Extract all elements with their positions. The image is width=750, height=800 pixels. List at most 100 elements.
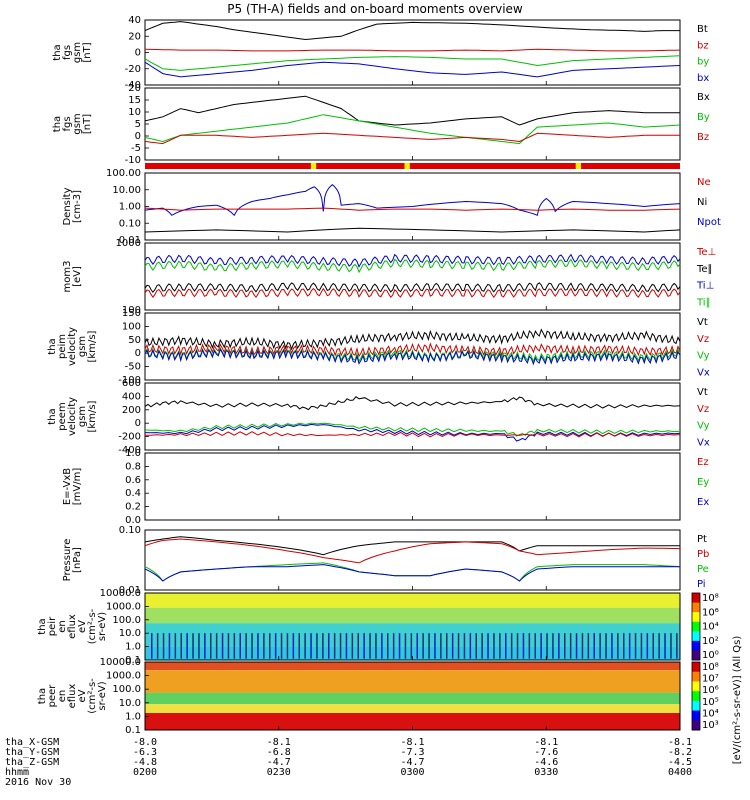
series-line <box>144 564 680 582</box>
legend-entry: Ey <box>697 477 709 488</box>
y-tick-label: 0.01 <box>119 235 141 246</box>
series-line <box>144 282 681 294</box>
series-line <box>144 396 681 411</box>
colorbar-segment <box>692 631 700 642</box>
spectrogram-streak <box>552 633 554 659</box>
legend-entry: Ez <box>697 457 709 468</box>
spectrogram-streak <box>333 633 336 659</box>
series-line <box>144 184 681 217</box>
colorbar-segment <box>692 621 700 632</box>
spectrogram-streak <box>640 633 643 659</box>
spectrogram-streak <box>522 633 525 659</box>
footer-row-value: -8.1 <box>668 737 692 748</box>
spectrogram-streak <box>670 633 672 659</box>
colorbar-tick-label: 10⁴ <box>702 622 719 633</box>
y-axis-label: en <box>57 690 68 703</box>
series-line <box>144 207 681 211</box>
series-line <box>144 258 681 274</box>
y-tick-label: 100 <box>122 321 141 332</box>
spectrogram-streak <box>398 633 401 659</box>
spectrogram-streak <box>263 633 265 659</box>
y-tick-label: -200 <box>118 432 141 443</box>
legend-entry: By <box>697 112 710 123</box>
y-tick-label: -5 <box>131 143 141 154</box>
colorbar-tick-label: 10⁸ <box>702 662 719 673</box>
y-axis-label: tha <box>52 116 63 132</box>
y-tick-label: 100.00 <box>106 168 141 179</box>
spectrogram-streak <box>446 633 448 659</box>
y-axis-label: en <box>57 620 68 633</box>
spectrogram-streak <box>251 633 253 659</box>
page-title: P5 (TH-A) fields and on-board moments ov… <box>227 2 523 16</box>
y-axis-label: gsm <box>72 113 83 134</box>
spectrogram-band <box>145 704 680 713</box>
spectrogram-streak <box>286 633 289 659</box>
spectrogram-streak <box>422 633 424 659</box>
footer-row-value: -6.8 <box>267 747 291 758</box>
spectrogram-streak <box>328 633 330 659</box>
footer-row-value: -8.2 <box>668 747 692 758</box>
series-line <box>144 423 681 442</box>
legend-entry: Vy <box>697 421 710 432</box>
footer-row-label: hhmm <box>5 767 29 778</box>
y-tick-label: 0.1 <box>125 655 141 666</box>
y-axis-label: Density <box>62 187 73 225</box>
colorbar-segment <box>692 593 700 604</box>
spectrogram-streak <box>310 633 312 659</box>
legend-entry: Vx <box>697 367 710 378</box>
mode-bar-yellow <box>404 163 410 169</box>
y-tick-label: 100 <box>122 305 141 316</box>
spectrogram-streak <box>345 633 348 659</box>
colorbar-segment <box>692 671 700 682</box>
colorbar-segment <box>692 602 700 613</box>
spectrogram-streak <box>587 633 590 659</box>
y-tick-label: 400 <box>122 391 141 402</box>
colorbar-segment <box>692 612 700 623</box>
y-tick-label: -400 <box>118 445 141 456</box>
y-axis-label: peem <box>57 402 68 430</box>
y-axis-label: [cm-3] <box>72 190 83 223</box>
series-line <box>144 55 681 71</box>
y-axis-label: sr-eV) <box>97 681 108 710</box>
spectrogram-streak <box>322 633 324 659</box>
colorbar-segment <box>692 720 700 731</box>
panel-frame <box>144 312 681 381</box>
spectrogram-streak <box>292 633 295 659</box>
spectrogram-streak <box>664 633 666 659</box>
y-tick-label: 0 <box>135 131 141 142</box>
legend-entry: Bx <box>697 92 710 103</box>
y-tick-label: 1.00 <box>119 202 141 213</box>
footer-row-label: 2016 Nov 30 <box>5 777 71 788</box>
spectrogram-streak <box>357 633 359 659</box>
y-axis-label: [nPa] <box>72 547 83 573</box>
y-tick-label: 10.00 <box>112 185 141 196</box>
y-axis-label: peim <box>57 334 68 359</box>
legend-entry: Vt <box>697 317 708 328</box>
spectrogram-streak <box>186 633 188 659</box>
spectrogram-streak <box>151 633 153 659</box>
y-axis-label: (cm²-s- <box>87 608 98 644</box>
footer-row-label: tha_Y-GSM <box>5 747 59 758</box>
footer-row-label: tha_Z-GSM <box>5 757 59 768</box>
spectrogram-streak <box>581 633 584 659</box>
spectrogram-streak <box>257 633 259 659</box>
panel-p8: 0.10 0.01 Pressure [nPa] Pt Pb Pe Pi <box>62 525 709 596</box>
footer-row-value: -6.3 <box>133 747 157 758</box>
spectrogram-streak <box>233 633 236 659</box>
colorbar-segment <box>692 681 700 692</box>
series-line <box>144 342 681 358</box>
spectrogram-streak <box>510 633 513 659</box>
y-tick-label: 0.10 <box>119 218 141 229</box>
series-line <box>144 562 681 582</box>
series-line <box>144 346 681 363</box>
series-line <box>144 21 680 41</box>
spectrogram-streak <box>617 633 619 659</box>
y-axis-label: gsm <box>72 42 83 63</box>
y-tick-label: 10.0 <box>119 628 141 639</box>
colorbar-segment <box>692 650 700 661</box>
spectrogram-streak <box>575 633 578 659</box>
y-tick-label: 10000.0 <box>100 657 141 668</box>
spectrogram-streak <box>634 633 637 659</box>
panel-p1: 40 20 0 -20 -40 tha fgs gsm [nT] Bt bz by bx <box>52 15 709 91</box>
